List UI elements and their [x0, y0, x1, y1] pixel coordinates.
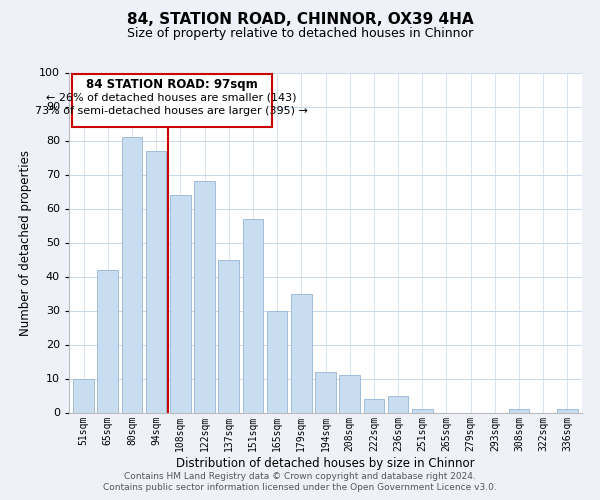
- Bar: [73, 378, 94, 412]
- Bar: [509, 409, 529, 412]
- Text: Contains public sector information licensed under the Open Government Licence v3: Contains public sector information licen…: [103, 484, 497, 492]
- Bar: [97, 270, 118, 412]
- Bar: [412, 409, 433, 412]
- Bar: [340, 375, 360, 412]
- FancyBboxPatch shape: [71, 74, 272, 127]
- Bar: [122, 137, 142, 412]
- Text: 84, STATION ROAD, CHINNOR, OX39 4HA: 84, STATION ROAD, CHINNOR, OX39 4HA: [127, 12, 473, 28]
- Text: ← 26% of detached houses are smaller (143): ← 26% of detached houses are smaller (14…: [46, 93, 297, 103]
- Bar: [557, 409, 578, 412]
- Bar: [194, 182, 215, 412]
- Bar: [364, 399, 384, 412]
- Text: Contains HM Land Registry data © Crown copyright and database right 2024.: Contains HM Land Registry data © Crown c…: [124, 472, 476, 481]
- Text: 73% of semi-detached houses are larger (395) →: 73% of semi-detached houses are larger (…: [35, 106, 308, 117]
- Bar: [218, 260, 239, 412]
- Bar: [388, 396, 409, 412]
- Text: Size of property relative to detached houses in Chinnor: Size of property relative to detached ho…: [127, 28, 473, 40]
- Bar: [267, 310, 287, 412]
- Bar: [315, 372, 336, 412]
- Bar: [170, 195, 191, 412]
- Bar: [146, 150, 166, 412]
- Y-axis label: Number of detached properties: Number of detached properties: [19, 150, 32, 336]
- Bar: [242, 218, 263, 412]
- Text: 84 STATION ROAD: 97sqm: 84 STATION ROAD: 97sqm: [86, 78, 257, 90]
- Bar: [291, 294, 311, 412]
- X-axis label: Distribution of detached houses by size in Chinnor: Distribution of detached houses by size …: [176, 458, 475, 470]
